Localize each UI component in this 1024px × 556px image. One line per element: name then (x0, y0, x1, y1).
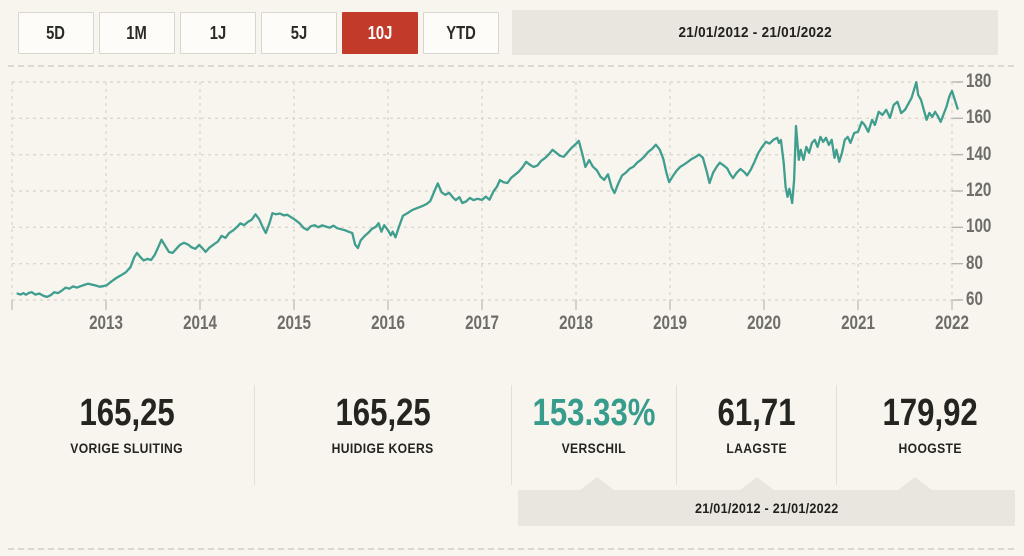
x-axis-label-2021: 2021 (841, 313, 875, 334)
stat-label: VORIGE SLUITING (64, 441, 189, 456)
x-axis-label-2020: 2020 (747, 313, 781, 334)
y-axis-label-180: 180 (966, 71, 992, 92)
x-axis-label-2019: 2019 (653, 313, 687, 334)
range-button-label: 1J (209, 22, 227, 43)
stat-value: 153.33% (519, 392, 669, 434)
y-axis-label-100: 100 (966, 216, 992, 238)
pointer-triangle (740, 477, 774, 490)
range-button-5j[interactable]: 5J (261, 12, 337, 54)
stat-hoogste: 179,92 HOOGSTE (837, 385, 1024, 485)
range-button-label: 1M (126, 22, 148, 43)
stat-label: VERSCHIL (558, 441, 629, 456)
stat-label-text: HUIDIGE KOERS (332, 441, 434, 457)
range-button-1j[interactable]: 1J (180, 12, 256, 54)
range-button-1m[interactable]: 1M (99, 12, 175, 54)
stat-vorige-sluiting: 165,25 VORIGE SLUITING (0, 385, 255, 485)
pointer-triangle (898, 477, 932, 490)
date-range-badge: 21/01/2012 - 21/01/2022 (512, 10, 998, 55)
stat-value: 165,25 (69, 392, 185, 434)
stat-value-text: 179,92 (882, 392, 979, 434)
y-axis-label-120: 120 (966, 180, 992, 201)
stat-label: LAAGSTE (723, 441, 790, 456)
top-separator (8, 65, 1014, 67)
x-axis-label-2016: 2016 (371, 313, 405, 334)
stat-label: HOOGSTE (895, 441, 965, 456)
x-axis-label-2015: 2015 (277, 313, 311, 334)
stat-value: 179,92 (872, 392, 988, 434)
stat-verschil: 153.33% VERSCHIL (512, 385, 677, 485)
stat-label: HUIDIGE KOERS (326, 441, 439, 456)
price-line-chart (11, 81, 963, 310)
stat-label-text: VERSCHIL (561, 441, 627, 457)
range-button-label: YTD (446, 22, 476, 43)
bottom-separator (8, 548, 1014, 550)
price-line (16, 81, 959, 299)
range-button-ytd[interactable]: YTD (423, 12, 499, 54)
range-button-5d[interactable]: 5D (18, 12, 94, 54)
x-axis-label-2014: 2014 (183, 313, 217, 334)
stat-huidige-koers: 165,25 HUIDIGE KOERS (255, 385, 512, 485)
x-axis-label-2018: 2018 (559, 313, 593, 334)
x-axis-label-2013: 2013 (89, 313, 123, 334)
date-range-text: 21/01/2012 - 21/01/2022 (678, 24, 832, 41)
y-axis-label-140: 140 (966, 143, 992, 165)
range-button-label: 5J (290, 22, 308, 43)
stat-label-text: LAAGSTE (726, 441, 787, 457)
y-axis-label-160: 160 (966, 107, 992, 129)
y-axis-label-60: 60 (966, 289, 983, 310)
stat-value-text: 61,71 (717, 392, 796, 434)
range-button-label: 10J (367, 22, 393, 43)
stat-value-text: 165,25 (79, 392, 175, 434)
stat-laagste: 61,71 LAAGSTE (677, 385, 837, 485)
pointer-triangle (580, 477, 614, 490)
stat-value: 61,71 (709, 392, 804, 434)
stat-value-text: 165,25 (335, 392, 431, 434)
bottom-date-range-text: 21/01/2012 - 21/01/2022 (694, 500, 839, 516)
bottom-date-range-bar: 21/01/2012 - 21/01/2022 (518, 490, 1015, 526)
range-button-label: 5D (46, 22, 66, 43)
x-axis-label-2017: 2017 (465, 313, 499, 334)
y-axis-label-80: 80 (966, 252, 983, 274)
stat-label-text: VORIGE SLUITING (70, 441, 184, 457)
stat-value-text: 153.33% (532, 392, 656, 434)
range-button-10j[interactable]: 10J (342, 12, 418, 54)
x-axis-label-2022: 2022 (935, 313, 969, 334)
stat-label-text: HOOGSTE (898, 441, 963, 457)
stat-value: 165,25 (325, 392, 441, 434)
